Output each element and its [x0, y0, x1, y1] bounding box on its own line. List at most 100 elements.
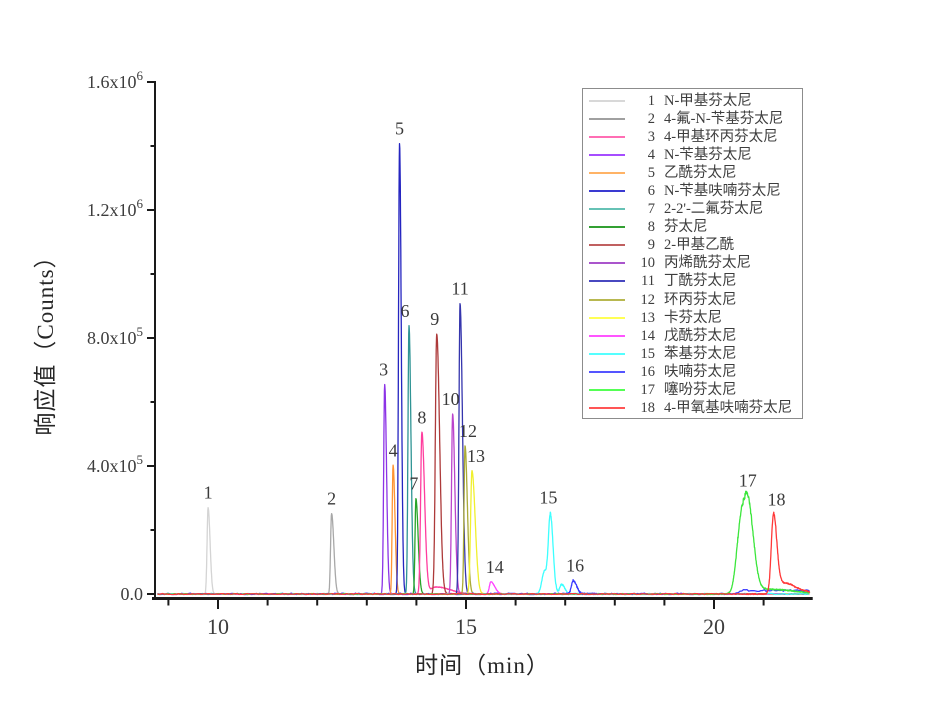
y-axis-title: 响应值（Counts） [33, 244, 58, 436]
legend-item-name: N-苄基呋喃芬太尼 [664, 183, 781, 200]
peak-label-18: 18 [768, 490, 786, 510]
legend-line-swatch [589, 190, 625, 193]
peak-label-7: 7 [409, 474, 418, 494]
legend-item: 10 丙烯酰芬太尼 [583, 254, 802, 272]
legend-item-number: 11 [641, 273, 655, 290]
legend-item: 12 环丙芬太尼 [583, 291, 802, 309]
legend-item: 7 2-2'-二氟芬太尼 [583, 200, 802, 218]
legend-box: 1 N-甲基芬太尼 2 4-氟-N-苄基芬太尼 3 4-甲基环丙芬太尼 4 N-苄基芬太尼 5 乙… [582, 88, 803, 419]
peak-label-3: 3 [379, 359, 388, 379]
legend-item: 17 噻吩芬太尼 [583, 381, 802, 399]
legend-item-number: 5 [647, 165, 655, 182]
legend-item-number: 12 [640, 291, 656, 308]
trace-4 [157, 464, 809, 595]
legend-item-number: 18 [640, 399, 656, 416]
legend-item: 14 戊酰芬太尼 [583, 327, 802, 345]
trace-14 [157, 581, 809, 595]
legend-item: 18 4-甲氧基呋喃芬太尼 [583, 399, 802, 417]
legend-item-name: 2-甲基乙酰 [664, 237, 735, 254]
y-tick-label: 1.6x106 [87, 68, 144, 92]
legend-item: 4 N-苄基芬太尼 [583, 146, 802, 164]
trace-7 [157, 497, 810, 595]
x-tick-label: 20 [703, 614, 725, 639]
legend-item-number: 13 [640, 309, 656, 326]
legend-item-name: 4-甲基环丙芬太尼 [664, 129, 778, 146]
legend-line-swatch [589, 208, 625, 211]
legend-item-number: 9 [647, 237, 655, 254]
peak-label-16: 16 [566, 556, 584, 576]
legend-item-number: 1 [647, 93, 655, 109]
legend-item-number: 14 [640, 327, 656, 344]
y-tick-label: 1.2x106 [87, 196, 144, 220]
legend-line-swatch [589, 226, 625, 229]
legend-item-number: 10 [640, 255, 656, 272]
legend-item-name: 卡芬太尼 [664, 309, 722, 326]
peak-label-10: 10 [442, 389, 460, 409]
legend-item-name: 苯基芬太尼 [664, 345, 737, 362]
legend-line-swatch [589, 154, 625, 157]
legend-line-swatch [589, 136, 625, 139]
legend-item-number: 16 [640, 363, 656, 380]
legend-item-name: 呋喃芬太尼 [664, 363, 737, 380]
y-tick-label: 4.0x105 [87, 452, 143, 476]
legend-item-number: 8 [647, 219, 655, 236]
x-axis-title: 时间（min） [415, 653, 550, 678]
peak-label-8: 8 [417, 407, 426, 427]
trace-15 [157, 511, 809, 596]
y-tick-label: 0.0 [121, 584, 144, 604]
legend-item: 1 N-甲基芬太尼 [583, 92, 802, 110]
peak-label-6: 6 [400, 301, 409, 321]
legend-item-name: 4-氟-N-苄基芬太尼 [664, 111, 784, 128]
x-tick-label: 10 [207, 614, 229, 639]
legend-item-number: 2 [647, 111, 655, 128]
peak-label-12: 12 [459, 421, 477, 441]
trace-17 [157, 490, 811, 596]
legend-line-swatch [589, 172, 625, 175]
legend-item-number: 15 [640, 345, 656, 362]
legend-item: 11 丁酰芬太尼 [583, 272, 802, 290]
y-tick-label: 8.0x105 [87, 324, 143, 348]
legend-item: 3 4-甲基环丙芬太尼 [583, 128, 802, 146]
trace-13 [157, 469, 810, 595]
legend-item: 2 4-氟-N-苄基芬太尼 [583, 110, 802, 128]
legend-item-number: 6 [647, 183, 655, 200]
legend-line-swatch [589, 352, 625, 355]
legend-line-swatch [589, 262, 625, 265]
peak-label-13: 13 [467, 446, 485, 466]
trace-1 [157, 506, 810, 595]
legend-line-swatch [589, 316, 625, 319]
peak-label-17: 17 [739, 470, 757, 490]
x-tick-label: 15 [455, 614, 477, 639]
legend-item-name: 芬太尼 [664, 219, 708, 236]
trace-12 [157, 445, 809, 595]
legend-item-name: 4-甲氧基呋喃芬太尼 [664, 399, 793, 416]
legend-item-number: 7 [647, 201, 655, 218]
legend-item: 16 呋喃芬太尼 [583, 363, 802, 381]
legend-item-name: 2-2'-二氟芬太尼 [664, 201, 764, 218]
peak-label-2: 2 [327, 488, 336, 508]
legend-item: 9 2-甲基乙酰 [583, 236, 802, 254]
legend-line-swatch [589, 370, 625, 373]
legend-item: 15 苯基芬太尼 [583, 345, 802, 363]
trace-10 [157, 413, 810, 595]
legend-line-swatch [589, 100, 625, 103]
legend-item-name: 乙酰芬太尼 [664, 165, 737, 182]
legend-item: 13 卡芬太尼 [583, 309, 802, 327]
trace-18 [157, 511, 811, 596]
legend-line-swatch [589, 280, 625, 283]
legend-line-swatch [589, 298, 625, 301]
legend-item: 5 乙酰芬太尼 [583, 164, 802, 182]
legend-item-name: 戊酰芬太尼 [664, 327, 737, 344]
legend-line-swatch [589, 388, 625, 391]
legend-item-name: N-苄基芬太尼 [664, 147, 752, 164]
legend-item: 8 芬太尼 [583, 218, 802, 236]
trace-16 [157, 579, 810, 596]
peak-label-5: 5 [395, 118, 404, 138]
legend-item-name: 环丙芬太尼 [664, 291, 737, 308]
peak-label-11: 11 [451, 278, 468, 298]
legend-item-name: 噻吩芬太尼 [664, 381, 737, 398]
legend-item-name: 丁酰芬太尼 [664, 273, 737, 290]
peak-label-14: 14 [486, 557, 504, 577]
